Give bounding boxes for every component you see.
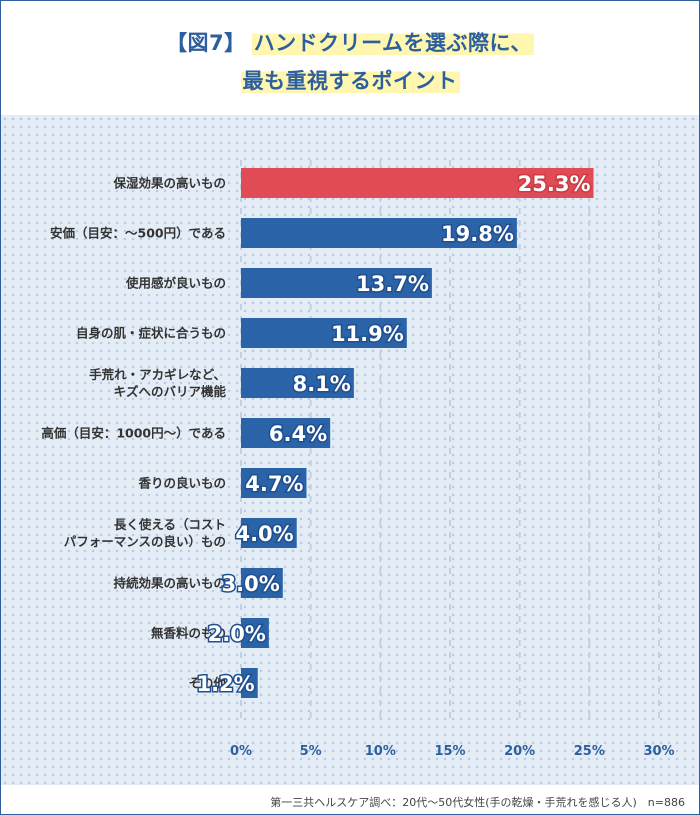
bar: [241, 418, 331, 448]
category-label: その他: [188, 676, 226, 691]
category-label: 長く使える（コストパフォーマンスの良い）もの: [64, 517, 226, 549]
data-label: 11.9%: [331, 322, 404, 346]
bar: [241, 368, 354, 398]
chart-title-line-2: 最も重視するポイント: [1, 65, 699, 95]
bar: [241, 218, 517, 248]
data-label: 4.7%: [245, 472, 303, 496]
chart-title-line-1: 【図7】 ハンドクリームを選ぶ際に、: [1, 27, 699, 57]
chart-header: 【図7】 ハンドクリームを選ぶ際に、 最も重視するポイント: [1, 1, 699, 105]
x-tick-label: 5%: [300, 744, 322, 759]
data-label: 19.8%: [441, 222, 514, 246]
data-label: 4.0%: [235, 522, 293, 546]
data-label: 2.0%: [208, 622, 266, 646]
x-tick-label: 20%: [504, 744, 535, 759]
category-label: 手荒れ・アカギレなど、キズへのバリア機能: [89, 367, 226, 399]
data-label: 6.4%: [269, 422, 327, 446]
data-label: 13.7%: [356, 272, 429, 296]
category-label: 安価（目安：～500円）である: [50, 226, 226, 241]
category-label: 無香料のもの: [151, 626, 226, 641]
category-label: 高価（目安：1000円～）である: [41, 426, 226, 441]
bar: [241, 568, 283, 598]
bar: [241, 468, 307, 498]
category-label: 香りの良いもの: [137, 476, 226, 491]
x-tick-label: 10%: [365, 744, 396, 759]
data-label: 1.2%: [196, 672, 254, 696]
category-label: 使用感が良いもの: [125, 276, 226, 291]
category-label: 自身の肌・症状に合うもの: [76, 326, 226, 341]
x-tick-label: 30%: [643, 744, 674, 759]
figure-tag: 【図7】: [166, 31, 246, 55]
source-note: 第一三共ヘルスケア調べ：20代～50代女性(手の乾燥・手荒れを感じる人) n=8…: [270, 796, 685, 809]
bar-chart: 0% 5% 10% 15% 20% 25% 30% 保湿効果の高いもの 25.3% 安価（目安：～…: [41, 160, 675, 759]
bar: [241, 518, 297, 548]
bar: [241, 168, 594, 198]
data-label: 8.1%: [293, 372, 351, 396]
x-tick-label: 25%: [574, 744, 605, 759]
category-label: 持続効果の高いもの: [113, 576, 226, 591]
bar: [241, 668, 258, 698]
plot-area: 0% 5% 10% 15% 20% 25% 30% 保湿効果の高いもの 25.3% 安価（目安：～…: [1, 115, 699, 785]
x-tick-label: 0%: [230, 744, 252, 759]
title-text-2: 最も重視するポイント: [240, 69, 460, 93]
title-text-1: ハンドクリームを選ぶ際に、: [251, 31, 534, 55]
bar: [241, 618, 269, 648]
data-label: 25.3%: [518, 172, 591, 196]
bar: [241, 318, 407, 348]
bar: [241, 268, 432, 298]
data-label: 3.0%: [222, 572, 280, 596]
category-label: 保湿効果の高いもの: [112, 176, 226, 191]
x-tick-label: 15%: [434, 744, 465, 759]
